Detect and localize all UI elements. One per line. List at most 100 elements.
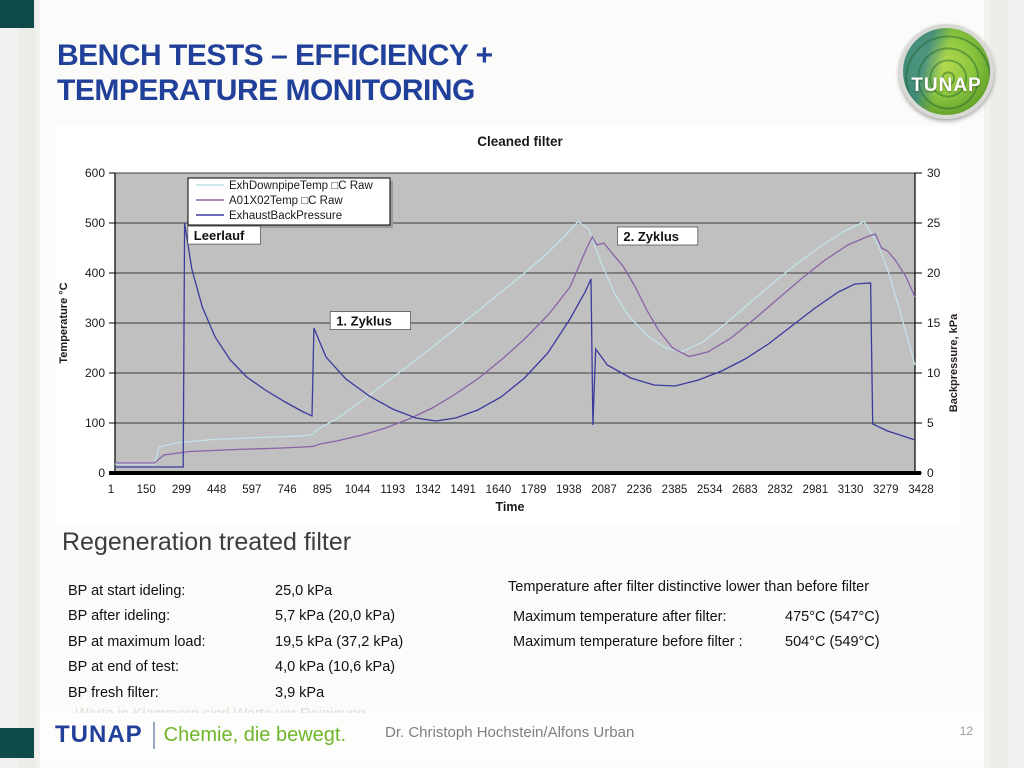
table-row: Maximum temperature after filter: 475°C … xyxy=(508,604,948,630)
annotation-label: Leerlauf xyxy=(194,228,245,243)
y-left-tick-label: 300 xyxy=(85,316,105,330)
temperature-note: Temperature after filter distinctive low… xyxy=(508,579,870,595)
footer-brand-divider xyxy=(152,721,155,749)
x-tick-label: 1044 xyxy=(345,484,371,496)
y-left-axis-title: Temperature °C xyxy=(58,282,70,363)
y-right-tick-label: 5 xyxy=(927,416,934,430)
teal-corner-square-bottom xyxy=(0,728,34,758)
x-tick-label: 1193 xyxy=(380,484,405,496)
stats-right-table: Temperature after filter distinctive low… xyxy=(508,579,948,655)
series-exhaustbackpressure xyxy=(115,222,916,468)
table-row: Maximum temperature before filter : 504°… xyxy=(508,630,948,656)
annotation-1-zyklus: 1. Zyklus xyxy=(329,311,412,331)
y-left-tick-label: 100 xyxy=(85,416,105,430)
stat-label: BP fresh filter: xyxy=(68,684,159,701)
legend-entry-label: ExhDownpipeTemp □C Raw xyxy=(229,180,373,192)
annotation-2-zyklus: 2. Zyklus xyxy=(617,226,699,246)
x-tick-label: 2683 xyxy=(732,484,758,496)
stat-label: Maximum temperature before filter : xyxy=(513,634,743,651)
x-tick-label: 2236 xyxy=(626,484,652,496)
stat-value: 475°C (547°C) xyxy=(785,608,880,625)
x-tick-label: 2832 xyxy=(767,484,793,496)
page-title: BENCH TESTS – EFFICIENCY + TEMPERATURE M… xyxy=(57,38,697,109)
series-exhdownpipetemp-c-raw xyxy=(115,220,916,465)
y-right-tick-label: 25 xyxy=(927,216,941,230)
x-tick-label: 2385 xyxy=(662,484,688,496)
footer-authors: Dr. Christoph Hochstein/Alfons Urban xyxy=(385,724,635,741)
y-left-tick-label: 400 xyxy=(85,266,105,280)
chart-title: Cleaned filter xyxy=(477,134,563,149)
x-tick-label: 150 xyxy=(137,484,156,496)
y-left-tick-label: 0 xyxy=(98,466,105,480)
page-title-line2: TEMPERATURE MONITORING xyxy=(57,74,475,108)
footer-brand: TUNAP Chemie, die bewegt. xyxy=(55,721,346,749)
y-right-tick-label: 0 xyxy=(927,466,934,480)
x-tick-label: 2981 xyxy=(803,484,829,496)
table-row: BP at maximum load: 19,5 kPa (37,2 kPa) xyxy=(68,629,488,655)
x-tick-label: 2087 xyxy=(591,484,617,496)
stat-value: 19,5 kPa (37,2 kPa) xyxy=(275,633,404,650)
x-tick-label: 597 xyxy=(242,484,261,496)
legend-entry-label: A01X02Temp □C Raw xyxy=(229,195,343,207)
x-tick-label: 1640 xyxy=(486,484,512,496)
stat-label: BP at maximum load: xyxy=(68,633,206,650)
y-left-tick-label: 500 xyxy=(85,216,105,230)
table-row: BP fresh filter: 3,9 kPa xyxy=(68,680,488,706)
legend-entry-label: ExhaustBackPressure xyxy=(229,210,342,222)
tunap-logo: TUNAP xyxy=(899,24,994,119)
y-right-axis-title: Backpressure, kPa xyxy=(948,313,960,412)
stat-value: 5,7 kPa (20,0 kPa) xyxy=(275,608,396,625)
x-tick-label: 1789 xyxy=(521,484,547,496)
y-axis-left: 0 100 200 300 400 500 600 xyxy=(85,166,115,480)
stat-value: 504°C (549°C) xyxy=(785,634,880,651)
x-tick-label: 2534 xyxy=(697,484,723,496)
x-tick-label: 448 xyxy=(207,484,226,496)
y-right-tick-label: 20 xyxy=(927,266,941,280)
footer-brand-tagline: Chemie, die bewegt. xyxy=(163,723,346,746)
x-tick-label: 3130 xyxy=(838,484,864,496)
section-heading: Regeneration treated filter xyxy=(62,528,352,556)
tunap-logo-rings: TUNAP xyxy=(903,28,990,115)
footer-bar: TUNAP Chemie, die bewegt. Dr. Christoph … xyxy=(40,713,984,762)
stats-left-table: BP at start ideling: 25,0 kPa BP after i… xyxy=(68,578,488,706)
y-left-tick-label: 600 xyxy=(85,166,105,180)
stat-label: BP at start ideling: xyxy=(68,582,186,599)
x-tick-label: 299 xyxy=(172,484,191,496)
y-axis-right: 0 5 10 15 20 25 30 xyxy=(915,166,941,480)
x-tick-label: 1 xyxy=(108,484,114,496)
y-left-tick-label: 200 xyxy=(85,366,105,380)
page-title-line1: BENCH TESTS – EFFICIENCY + xyxy=(57,39,493,72)
footer-brand-name: TUNAP xyxy=(55,721,143,748)
table-row: BP at start ideling: 25,0 kPa xyxy=(68,578,488,604)
tunap-logo-text: TUNAP xyxy=(911,74,982,96)
stat-value: 4,0 kPa (10,6 kPa) xyxy=(275,659,396,676)
table-row: BP at end of test: 4,0 kPa (10,6 kPa) xyxy=(68,655,488,681)
stat-label: BP at end of test: xyxy=(68,659,179,676)
teal-corner-square-top xyxy=(0,0,34,28)
table-row: BP after ideling: 5,7 kPa (20,0 kPa) xyxy=(68,604,488,630)
annotation-leerlauf: Leerlauf xyxy=(187,225,262,245)
stat-value: 25,0 kPa xyxy=(275,582,333,599)
stat-label: BP after ideling: xyxy=(68,608,171,625)
x-tick-label: 1342 xyxy=(415,484,441,496)
chart-legend: ExhDownpipeTemp □C Raw A01X02Temp □C Raw E… xyxy=(187,177,393,228)
annotation-label: 1. Zyklus xyxy=(336,314,392,329)
x-tick-label: 1491 xyxy=(450,484,476,496)
stat-value: 3,9 kPa xyxy=(275,684,325,701)
x-tick-label: 1938 xyxy=(556,484,582,496)
x-axis-title: Time xyxy=(496,500,525,514)
y-right-tick-label: 10 xyxy=(927,366,941,380)
x-tick-label: 746 xyxy=(277,484,296,496)
annotation-label: 2. Zyklus xyxy=(623,229,679,244)
series-a01x02temp-c-raw xyxy=(115,233,916,464)
cleaned-filter-chart: Cleaned filter 0 100 200 300 400 500 600 0 5 10 15 2… xyxy=(58,134,960,514)
x-tick-label: 3279 xyxy=(873,484,899,496)
x-axis: 1 150 299 448 597 746 895 1044 1193 1342 1491 1640 1… xyxy=(108,484,934,514)
y-right-tick-label: 30 xyxy=(927,166,941,180)
stat-label: Maximum temperature after filter: xyxy=(513,608,727,625)
x-tick-label: 3428 xyxy=(908,484,934,496)
x-tick-label: 895 xyxy=(313,484,332,496)
chart-panel: Cleaned filter 0 100 200 300 400 500 600 0 5 10 15 2… xyxy=(55,126,960,524)
page-number: 12 xyxy=(959,724,973,738)
y-right-tick-label: 15 xyxy=(927,316,941,330)
